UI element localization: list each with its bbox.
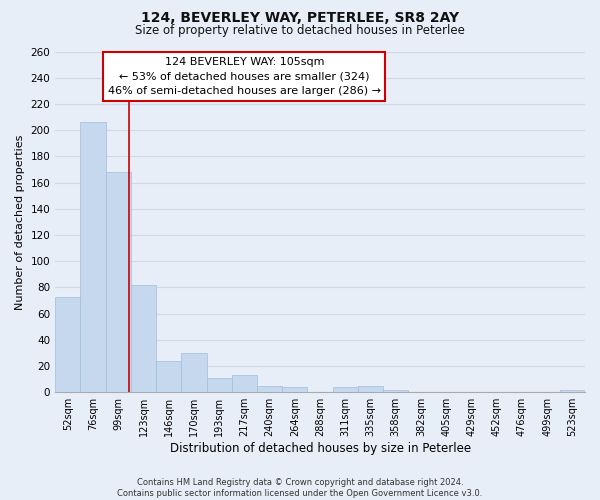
Bar [282,387,307,392]
Text: Contains HM Land Registry data © Crown copyright and database right 2024.
Contai: Contains HM Land Registry data © Crown c… [118,478,482,498]
Bar [156,361,181,392]
Text: 124, BEVERLEY WAY, PETERLEE, SR8 2AY: 124, BEVERLEY WAY, PETERLEE, SR8 2AY [141,11,459,25]
X-axis label: Distribution of detached houses by size in Peterlee: Distribution of detached houses by size … [170,442,470,455]
Bar [560,390,585,392]
Bar [206,378,232,392]
Y-axis label: Number of detached properties: Number of detached properties [15,134,25,310]
Bar [181,353,206,392]
Bar [383,390,409,392]
Bar [106,172,131,392]
Text: 124 BEVERLEY WAY: 105sqm
← 53% of detached houses are smaller (324)
46% of semi-: 124 BEVERLEY WAY: 105sqm ← 53% of detach… [108,56,381,96]
Bar [80,122,106,392]
Text: Size of property relative to detached houses in Peterlee: Size of property relative to detached ho… [135,24,465,37]
Bar [257,386,282,392]
Bar [55,296,80,392]
Bar [358,386,383,392]
Bar [232,375,257,392]
Bar [332,387,358,392]
Bar [131,285,156,392]
